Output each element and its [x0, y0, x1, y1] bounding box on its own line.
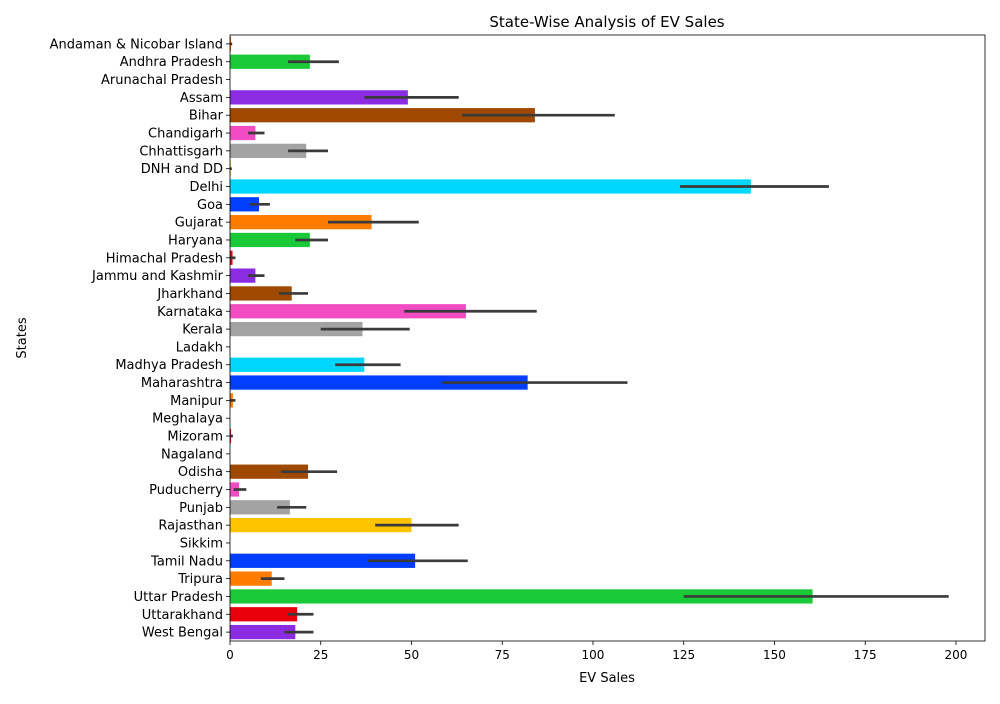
- y-tick-label: Arunachal Pradesh: [101, 73, 223, 88]
- y-tick-label: Maharashtra: [141, 376, 223, 391]
- y-tick-label: Tripura: [177, 572, 223, 587]
- y-tick-label: Meghalaya: [152, 412, 223, 427]
- y-tick-label: Andhra Pradesh: [120, 55, 223, 70]
- y-tick-label: Chhattisgarh: [139, 144, 223, 159]
- x-tick-label: 75: [495, 648, 510, 662]
- x-tick-label: 150: [763, 648, 786, 662]
- bar: [230, 518, 412, 533]
- bars-layer: [230, 36, 813, 640]
- y-tick-label: Punjab: [179, 501, 223, 516]
- bar: [230, 232, 310, 248]
- bar: [230, 215, 372, 230]
- error-bars-layer: [230, 42, 949, 634]
- y-tick-label: Puducherry: [149, 483, 223, 498]
- bar: [230, 286, 292, 301]
- x-tick-label: 25: [313, 648, 328, 662]
- bar: [230, 589, 813, 604]
- y-tick-label: Karnataka: [157, 305, 223, 320]
- y-tick-label: Chandigarh: [148, 127, 223, 142]
- x-tick-label: 50: [404, 648, 419, 662]
- bar: [230, 197, 260, 212]
- bar: [230, 90, 408, 105]
- y-tick-label: Uttarakhand: [142, 608, 223, 623]
- bar: [230, 321, 363, 337]
- x-axis-label: EV Sales: [579, 671, 635, 686]
- y-tick-label: Delhi: [190, 180, 223, 195]
- bar: [230, 553, 416, 568]
- bar: [230, 624, 296, 640]
- chart-title: State-Wise Analysis of EV Sales: [489, 13, 724, 31]
- y-axis-label: States: [15, 317, 30, 358]
- y-ticks-layer: Andaman & Nicobar Island Andhra Pradesh Ar…: [50, 37, 230, 641]
- y-tick-label: Himachal Pradesh: [106, 251, 223, 266]
- y-tick-label: Jharkhand: [156, 287, 223, 302]
- x-tick-label: 0: [226, 648, 234, 662]
- bar: [230, 143, 307, 158]
- bar: [230, 571, 272, 586]
- y-tick-label: Mizoram: [167, 430, 223, 445]
- y-tick-label: Ladakh: [176, 340, 223, 355]
- bar: [230, 268, 256, 283]
- bar: [230, 108, 535, 123]
- bar: [230, 607, 298, 622]
- x-ticks-layer: 0 25 50 75 100 125 150 175 200: [226, 641, 967, 662]
- bar: [230, 54, 310, 69]
- y-tick-label: Uttar Pradesh: [134, 590, 223, 605]
- bar: [230, 375, 528, 390]
- y-tick-label: DNH and DD: [141, 162, 223, 177]
- bar: [230, 179, 751, 194]
- y-tick-label: Rajasthan: [158, 519, 223, 534]
- y-tick-label: Haryana: [168, 233, 223, 248]
- x-tick-label: 200: [945, 648, 968, 662]
- y-tick-label: Jammu and Kashmir: [91, 269, 224, 284]
- y-tick-label: Madhya Pradesh: [115, 358, 223, 373]
- y-tick-label: Assam: [180, 91, 223, 106]
- y-tick-label: Kerala: [182, 323, 223, 338]
- x-tick-label: 175: [854, 648, 877, 662]
- y-tick-label: Gujarat: [175, 216, 223, 231]
- y-tick-label: Sikkim: [180, 536, 223, 551]
- y-tick-label: Manipur: [170, 394, 224, 409]
- bar: [230, 304, 466, 319]
- y-tick-label: Odisha: [178, 465, 223, 480]
- y-tick-label: Andaman & Nicobar Island: [50, 37, 223, 52]
- x-tick-label: 100: [582, 648, 605, 662]
- y-tick-label: Bihar: [189, 109, 224, 124]
- y-tick-label: Nagaland: [161, 447, 223, 462]
- plot-area-frame: [229, 34, 986, 642]
- y-tick-label: Goa: [197, 198, 223, 213]
- bar: [230, 464, 309, 479]
- bar: [230, 357, 365, 372]
- bar: [230, 125, 256, 141]
- y-tick-label: West Bengal: [142, 626, 223, 641]
- x-tick-label: 125: [672, 648, 695, 662]
- y-tick-label: Tamil Nadu: [150, 554, 223, 569]
- bar: [230, 500, 290, 515]
